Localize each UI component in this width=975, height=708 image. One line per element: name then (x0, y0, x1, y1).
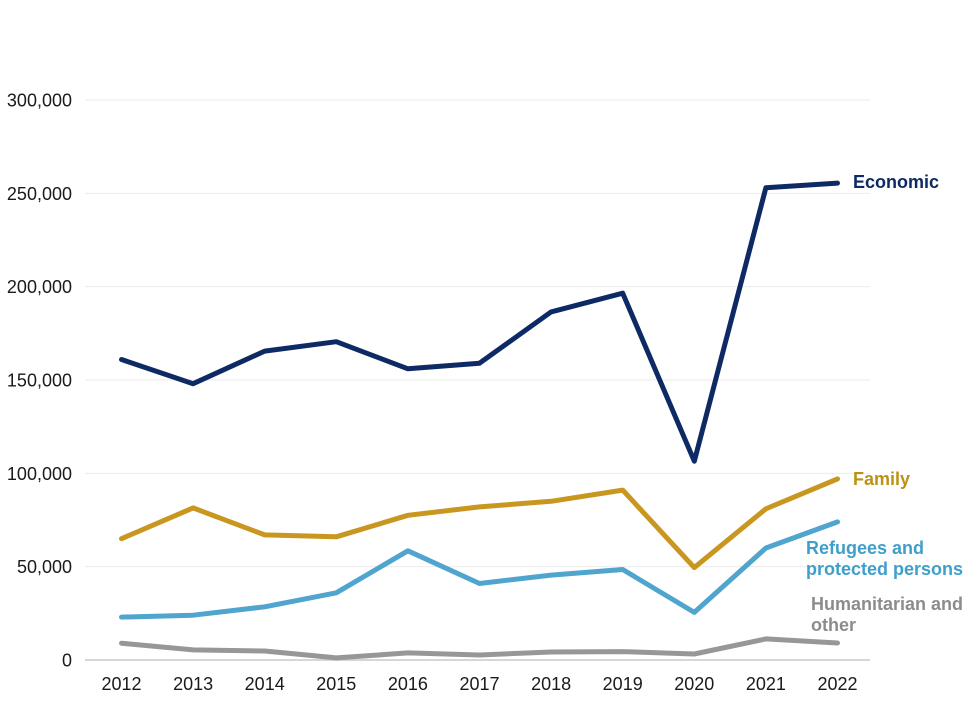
y-tick-label: 200,000 (7, 277, 72, 297)
series-label-economic: Economic (853, 172, 940, 192)
series-label-family: Family (853, 469, 911, 489)
x-tick-label: 2019 (603, 674, 643, 694)
series-label-humanitarian: Humanitarian and other (811, 594, 964, 635)
y-tick-label: 0 (62, 651, 72, 671)
y-tick-label: 150,000 (7, 371, 72, 391)
x-tick-label: 2022 (817, 674, 857, 694)
x-tick-label: 2018 (531, 674, 571, 694)
x-tick-label: 2015 (316, 674, 356, 694)
y-tick-label: 300,000 (7, 91, 72, 111)
x-tick-label: 2021 (746, 674, 786, 694)
x-tick-label: 2012 (101, 674, 141, 694)
series-label-refugees: Refugees and protected persons (806, 538, 964, 579)
refugees-line (119, 519, 840, 620)
family-line (119, 476, 840, 571)
x-tick-label: 2016 (388, 674, 428, 694)
y-tick-label: 100,000 (7, 464, 72, 484)
x-tick-label: 2014 (245, 674, 285, 694)
y-tick-label: 50,000 (17, 557, 72, 577)
x-tick-label: 2020 (674, 674, 714, 694)
humanitarian-line (119, 636, 840, 661)
y-tick-label: 250,000 (7, 184, 72, 204)
economic-line (119, 180, 840, 464)
x-tick-label: 2017 (459, 674, 499, 694)
x-tick-label: 2013 (173, 674, 213, 694)
